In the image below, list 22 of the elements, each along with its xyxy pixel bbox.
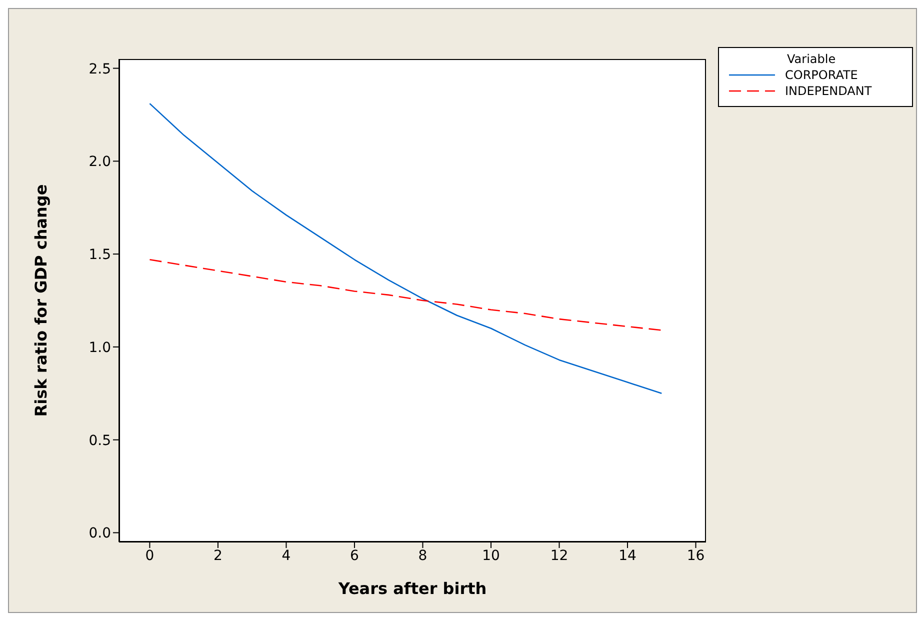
x-tick-label: 0 [145,548,154,564]
x-tick-label: 8 [418,548,428,564]
y-tick-label: 0.0 [88,526,111,542]
y-axis-title: Risk ratio for GDP change [32,184,51,417]
legend-title: Variable [787,52,837,66]
y-tick-label: 2.0 [88,154,111,170]
x-tick-label: 2 [214,548,222,564]
x-axis-title: Years after birth [337,579,487,598]
x-tick-label: 6 [350,548,360,564]
line-series [149,258,662,331]
x-tick-label: 16 [686,548,705,564]
legend-label: INDEPENDANT [785,84,872,98]
x-tick-label: 4 [282,548,291,564]
x-tick-label: 12 [550,548,568,564]
x-tick-label: 10 [482,548,500,564]
line-series [149,102,662,394]
y-tick-label: 2.5 [88,61,111,78]
x-tick-label: 14 [618,548,636,564]
y-tick-label: 0.5 [88,432,111,449]
y-tick-label: 1.0 [88,340,111,356]
y-tick-label: 1.5 [88,247,111,264]
legend-label: CORPORATE [785,68,858,82]
